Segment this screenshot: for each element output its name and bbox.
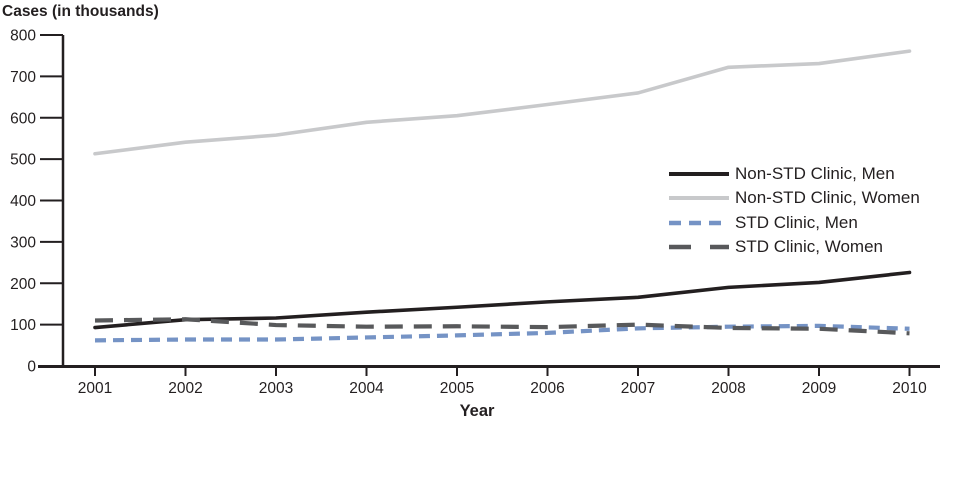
x-tick-label: 2004 xyxy=(349,380,384,397)
legend-item: Non-STD Clinic, Women xyxy=(668,188,920,210)
x-tick-label: 2001 xyxy=(78,380,112,397)
legend-item: Non-STD Clinic, Men xyxy=(668,163,920,185)
y-tick-label: 0 xyxy=(27,359,36,376)
chart-title: Cases (in thousands) xyxy=(2,3,159,20)
y-tick-label: 800 xyxy=(10,28,36,45)
x-tick-label: 2009 xyxy=(802,380,836,397)
y-tick-label: 600 xyxy=(10,110,36,127)
legend-line-sample xyxy=(669,245,729,250)
x-tick-label: 2006 xyxy=(530,380,564,397)
y-tick-label: 300 xyxy=(10,234,36,251)
legend-line-sample xyxy=(669,171,729,176)
x-tick-label: 2005 xyxy=(440,380,474,397)
x-axis-title: Year xyxy=(459,402,495,420)
y-tick-label: 700 xyxy=(10,69,36,86)
legend-line-sample xyxy=(669,220,729,225)
series-line-1 xyxy=(93,49,912,156)
series-line-0 xyxy=(93,270,912,330)
x-tick-label: 2010 xyxy=(892,380,927,397)
x-tick-label: 2003 xyxy=(259,380,293,397)
x-tick-label: 2007 xyxy=(621,380,655,397)
legend-label: STD Clinic, Men xyxy=(735,212,858,232)
x-tick-label: 2008 xyxy=(711,380,745,397)
legend-item: STD Clinic, Men xyxy=(668,212,920,234)
x-tick-label: 2002 xyxy=(168,380,202,397)
y-tick-label: 200 xyxy=(10,276,36,293)
legend-label: Non-STD Clinic, Men xyxy=(735,163,895,183)
legend-line-sample xyxy=(669,196,729,201)
legend-label: Non-STD Clinic, Women xyxy=(735,188,920,208)
legend-item: STD Clinic, Women xyxy=(668,237,920,259)
y-tick-label: 400 xyxy=(10,193,36,210)
y-tick-label: 100 xyxy=(10,317,36,334)
series-line-3 xyxy=(94,317,910,336)
y-tick-label: 500 xyxy=(10,152,36,169)
series-line-2 xyxy=(94,323,910,343)
chart-legend: Non-STD Clinic, Men Non-STD Clinic, Wome… xyxy=(668,163,920,258)
legend-label: STD Clinic, Women xyxy=(735,237,883,257)
